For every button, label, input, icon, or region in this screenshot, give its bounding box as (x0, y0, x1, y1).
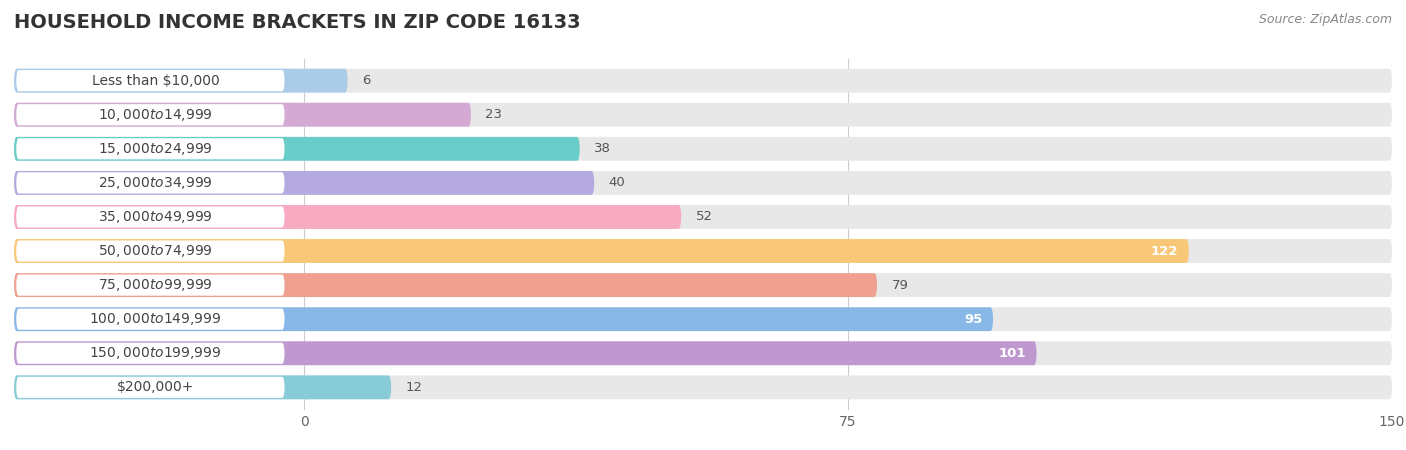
FancyBboxPatch shape (17, 172, 284, 194)
FancyBboxPatch shape (17, 377, 284, 398)
Text: 79: 79 (891, 279, 908, 292)
FancyBboxPatch shape (14, 205, 1392, 229)
FancyBboxPatch shape (14, 273, 1392, 297)
FancyBboxPatch shape (14, 137, 579, 161)
Text: 23: 23 (485, 108, 502, 121)
FancyBboxPatch shape (14, 375, 391, 399)
FancyBboxPatch shape (14, 273, 877, 297)
Text: 38: 38 (595, 142, 612, 155)
FancyBboxPatch shape (14, 103, 1392, 126)
FancyBboxPatch shape (17, 309, 284, 330)
Text: 95: 95 (965, 313, 983, 326)
FancyBboxPatch shape (14, 205, 682, 229)
Text: 122: 122 (1150, 244, 1178, 257)
FancyBboxPatch shape (14, 103, 471, 126)
Text: 52: 52 (696, 211, 713, 224)
Text: 6: 6 (363, 74, 371, 87)
FancyBboxPatch shape (14, 342, 1392, 365)
Text: HOUSEHOLD INCOME BRACKETS IN ZIP CODE 16133: HOUSEHOLD INCOME BRACKETS IN ZIP CODE 16… (14, 14, 581, 32)
FancyBboxPatch shape (17, 70, 284, 91)
FancyBboxPatch shape (17, 138, 284, 159)
Text: $100,000 to $149,999: $100,000 to $149,999 (89, 311, 222, 327)
FancyBboxPatch shape (17, 274, 284, 296)
Text: $25,000 to $34,999: $25,000 to $34,999 (98, 175, 212, 191)
FancyBboxPatch shape (14, 239, 1189, 263)
Text: Source: ZipAtlas.com: Source: ZipAtlas.com (1258, 14, 1392, 27)
FancyBboxPatch shape (17, 240, 284, 261)
FancyBboxPatch shape (14, 171, 595, 195)
FancyBboxPatch shape (14, 375, 1392, 399)
FancyBboxPatch shape (17, 207, 284, 228)
Text: 40: 40 (609, 176, 626, 189)
Text: $15,000 to $24,999: $15,000 to $24,999 (98, 141, 212, 157)
FancyBboxPatch shape (14, 239, 1392, 263)
Text: $75,000 to $99,999: $75,000 to $99,999 (98, 277, 212, 293)
FancyBboxPatch shape (14, 69, 1392, 93)
FancyBboxPatch shape (14, 307, 993, 331)
Text: $35,000 to $49,999: $35,000 to $49,999 (98, 209, 212, 225)
Text: $200,000+: $200,000+ (117, 380, 194, 394)
FancyBboxPatch shape (17, 343, 284, 364)
FancyBboxPatch shape (14, 307, 1392, 331)
Text: $10,000 to $14,999: $10,000 to $14,999 (98, 107, 212, 123)
FancyBboxPatch shape (17, 104, 284, 125)
FancyBboxPatch shape (14, 69, 347, 93)
Text: 101: 101 (998, 347, 1026, 360)
FancyBboxPatch shape (14, 171, 1392, 195)
Text: $150,000 to $199,999: $150,000 to $199,999 (89, 345, 222, 361)
Text: 12: 12 (406, 381, 423, 394)
FancyBboxPatch shape (14, 137, 1392, 161)
Text: $50,000 to $74,999: $50,000 to $74,999 (98, 243, 212, 259)
Text: Less than $10,000: Less than $10,000 (91, 74, 219, 88)
FancyBboxPatch shape (14, 342, 1036, 365)
